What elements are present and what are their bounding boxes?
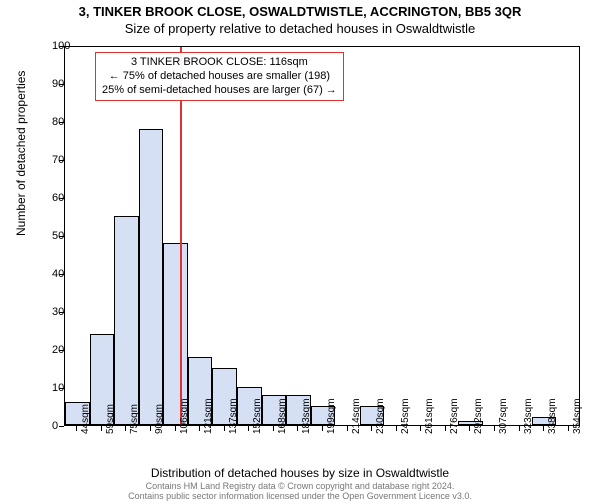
y-tick-mark xyxy=(59,122,64,123)
histogram-bar xyxy=(139,129,164,425)
x-tick-mark xyxy=(568,426,569,431)
x-tick-label: 90sqm xyxy=(154,404,165,434)
chart-footer: Contains HM Land Registry data © Crown c… xyxy=(0,482,600,502)
y-tick-mark xyxy=(59,312,64,313)
y-tick-label: 10 xyxy=(52,382,56,394)
x-tick-mark xyxy=(469,426,470,431)
x-tick-mark xyxy=(420,426,421,431)
x-tick-mark xyxy=(248,426,249,431)
x-tick-label: 168sqm xyxy=(277,398,288,434)
x-tick-label: 214sqm xyxy=(351,398,362,434)
x-tick-label: 354sqm xyxy=(572,398,583,434)
x-tick-mark xyxy=(175,426,176,431)
x-tick-mark xyxy=(543,426,544,431)
x-tick-label: 230sqm xyxy=(375,398,386,434)
x-tick-mark xyxy=(371,426,372,431)
x-tick-label: 75sqm xyxy=(129,404,140,434)
annotation-box: 3 TINKER BROOK CLOSE: 116sqm← 75% of det… xyxy=(95,52,344,101)
x-tick-label: 245sqm xyxy=(400,398,411,434)
x-tick-mark xyxy=(322,426,323,431)
annotation-line: 3 TINKER BROOK CLOSE: 116sqm xyxy=(102,56,337,70)
plot-region: 3 TINKER BROOK CLOSE: 116sqm← 75% of det… xyxy=(64,46,580,426)
x-tick-mark xyxy=(273,426,274,431)
x-tick-label: 276sqm xyxy=(449,398,460,434)
chart-title-subtitle: Size of property relative to detached ho… xyxy=(0,21,600,36)
x-tick-mark xyxy=(125,426,126,431)
x-axis-label: Distribution of detached houses by size … xyxy=(0,466,600,480)
x-tick-label: 121sqm xyxy=(203,398,214,434)
y-tick-mark xyxy=(59,46,64,47)
x-tick-label: 183sqm xyxy=(301,398,312,434)
x-tick-label: 323sqm xyxy=(523,398,534,434)
property-marker-line xyxy=(180,47,182,425)
x-tick-label: 199sqm xyxy=(326,398,337,434)
x-tick-label: 261sqm xyxy=(424,398,435,434)
y-tick-label: 30 xyxy=(52,306,56,318)
y-tick-label: 60 xyxy=(52,192,56,204)
y-tick-label: 40 xyxy=(52,268,56,280)
x-tick-label: 307sqm xyxy=(498,398,509,434)
y-tick-label: 50 xyxy=(52,230,56,242)
y-tick-mark xyxy=(59,160,64,161)
x-tick-mark xyxy=(494,426,495,431)
y-tick-mark xyxy=(59,198,64,199)
x-tick-mark xyxy=(224,426,225,431)
x-tick-label: 59sqm xyxy=(105,404,116,434)
x-tick-label: 338sqm xyxy=(547,398,558,434)
x-tick-mark xyxy=(199,426,200,431)
y-tick-mark xyxy=(59,84,64,85)
y-tick-mark xyxy=(59,274,64,275)
y-axis-label: Number of detached properties xyxy=(14,71,28,236)
x-tick-label: 44sqm xyxy=(80,404,91,434)
x-tick-mark xyxy=(396,426,397,431)
x-tick-label: 292sqm xyxy=(473,398,484,434)
histogram-bar xyxy=(114,216,139,425)
y-tick-label: 90 xyxy=(52,78,56,90)
y-tick-label: 80 xyxy=(52,116,56,128)
x-tick-mark xyxy=(76,426,77,431)
y-tick-label: 100 xyxy=(52,40,56,52)
x-tick-label: 152sqm xyxy=(252,398,263,434)
y-tick-mark xyxy=(59,426,64,427)
x-tick-mark xyxy=(445,426,446,431)
chart-area: 3 TINKER BROOK CLOSE: 116sqm← 75% of det… xyxy=(64,46,580,426)
x-tick-label: 137sqm xyxy=(228,398,239,434)
x-tick-mark xyxy=(347,426,348,431)
y-tick-mark xyxy=(59,236,64,237)
x-tick-mark xyxy=(101,426,102,431)
x-tick-mark xyxy=(519,426,520,431)
footer-line1: Contains HM Land Registry data © Crown c… xyxy=(146,481,455,491)
annotation-line: ← 75% of detached houses are smaller (19… xyxy=(102,70,337,84)
chart-title-address: 3, TINKER BROOK CLOSE, OSWALDTWISTLE, AC… xyxy=(0,4,600,19)
y-tick-label: 20 xyxy=(52,344,56,356)
annotation-line: 25% of semi-detached houses are larger (… xyxy=(102,84,337,98)
x-tick-label: 106sqm xyxy=(179,398,190,434)
footer-line2: Contains public sector information licen… xyxy=(128,491,472,501)
y-tick-label: 0 xyxy=(52,420,56,432)
y-tick-label: 70 xyxy=(52,154,56,166)
x-tick-mark xyxy=(297,426,298,431)
x-tick-mark xyxy=(150,426,151,431)
y-tick-mark xyxy=(59,388,64,389)
y-tick-mark xyxy=(59,350,64,351)
